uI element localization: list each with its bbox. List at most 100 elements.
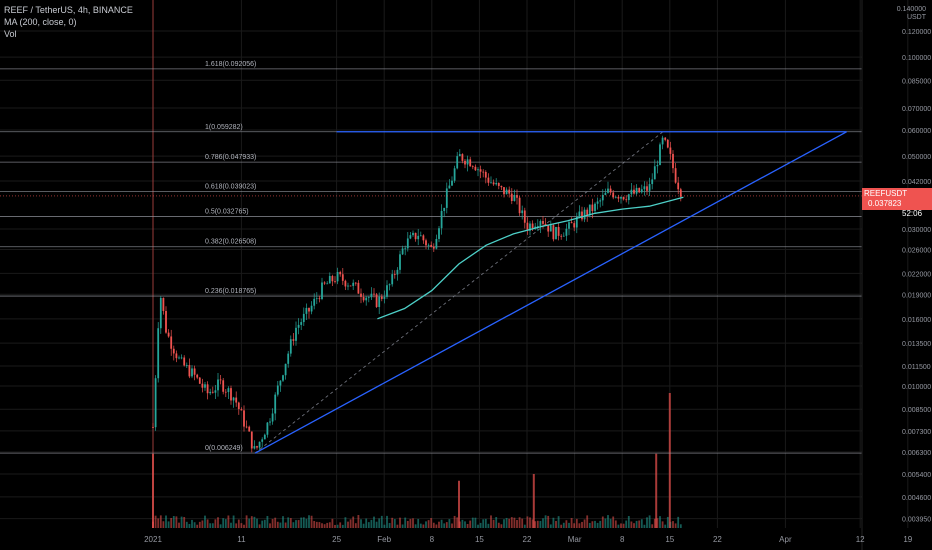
volume-bar bbox=[510, 517, 513, 528]
last-price-tag: REEFUSDT 0.037823 52:06 bbox=[862, 188, 932, 218]
volume-bar bbox=[336, 524, 339, 528]
candle-body bbox=[453, 168, 456, 181]
volume-bar bbox=[256, 518, 258, 528]
candle-body bbox=[443, 207, 446, 212]
candle-body bbox=[414, 232, 417, 240]
fib-level-label: 0.236(0.018765) bbox=[205, 288, 256, 295]
candle-body bbox=[279, 380, 282, 386]
candle-body bbox=[328, 276, 331, 284]
volume-bar bbox=[313, 520, 316, 528]
volume-indicator-label[interactable]: Vol bbox=[4, 29, 17, 39]
volume-bar bbox=[193, 522, 196, 528]
candle-body bbox=[336, 271, 339, 282]
candle-body bbox=[300, 322, 303, 325]
y-tick-label: 0.070000 bbox=[902, 106, 931, 113]
volume-bar bbox=[453, 515, 456, 528]
candle-body bbox=[609, 188, 612, 193]
candle-body bbox=[274, 394, 277, 414]
volume-bar bbox=[656, 518, 659, 528]
volume-bar bbox=[295, 520, 297, 528]
volume-bar bbox=[326, 522, 329, 528]
candle-body bbox=[578, 211, 581, 217]
volume-bar bbox=[214, 519, 217, 528]
candle-body bbox=[245, 426, 248, 428]
volume-bar bbox=[292, 522, 295, 528]
candle-body bbox=[526, 222, 529, 231]
volume-bar bbox=[479, 522, 482, 528]
volume-bar bbox=[414, 524, 417, 528]
volume-spike bbox=[152, 453, 154, 528]
volume-bar bbox=[487, 523, 490, 528]
ma-indicator-label[interactable]: MA (200, close, 0) bbox=[4, 17, 77, 27]
symbol-title[interactable]: REEF / TetherUS, 4h, BINANCE bbox=[4, 5, 133, 15]
volume-bar bbox=[172, 516, 175, 528]
trend-line bbox=[254, 131, 847, 454]
volume-bar bbox=[630, 521, 633, 528]
axis-unit: 0.140000 USDT bbox=[897, 6, 926, 22]
candle-body bbox=[360, 293, 362, 297]
candle-body bbox=[250, 431, 253, 449]
candle-body bbox=[583, 209, 586, 220]
volume-bar bbox=[276, 521, 279, 528]
candle-body bbox=[404, 248, 407, 250]
candle-body bbox=[466, 159, 469, 165]
volume-bar bbox=[367, 522, 370, 528]
volume-bar bbox=[573, 523, 576, 528]
candle-body bbox=[334, 281, 336, 283]
candle-body bbox=[191, 368, 193, 377]
candle-body bbox=[451, 180, 453, 186]
volume-bar bbox=[588, 522, 591, 528]
volume-bar bbox=[521, 518, 524, 528]
volume-bar bbox=[464, 521, 466, 528]
volume-bar bbox=[523, 524, 526, 528]
candle-body bbox=[295, 327, 297, 341]
y-tick-label: 0.016000 bbox=[902, 317, 931, 324]
volume-bar bbox=[547, 515, 550, 528]
y-tick-label: 0.011500 bbox=[902, 364, 931, 371]
x-tick-label: 15 bbox=[475, 535, 484, 544]
candle-body bbox=[352, 282, 355, 286]
candle-body bbox=[656, 164, 659, 167]
volume-bar bbox=[456, 517, 459, 528]
candle-body bbox=[266, 422, 269, 435]
volume-bar bbox=[578, 523, 581, 528]
candle-body bbox=[570, 222, 573, 224]
candle-body bbox=[224, 391, 227, 393]
volume-bar bbox=[230, 522, 232, 528]
volume-bar bbox=[448, 519, 451, 528]
volume-bar bbox=[679, 524, 682, 528]
candle-body bbox=[487, 177, 490, 183]
chart-legend: REEF / TetherUS, 4h, BINANCE MA (200, cl… bbox=[4, 4, 133, 40]
price-tag-value: 0.037823 bbox=[868, 199, 902, 208]
volume-bar bbox=[557, 516, 560, 528]
time-axis[interactable]: 2021 11 25 Feb 8 15 22 Mar 8 15 22 Apr 12 19 bbox=[144, 535, 913, 544]
volume-bar bbox=[469, 520, 472, 528]
candle-body bbox=[586, 209, 589, 216]
volume-bar bbox=[224, 519, 227, 528]
volume-bar bbox=[222, 518, 225, 528]
fib-level-label: 1.618(0.092056) bbox=[205, 61, 256, 68]
x-tick-label: 19 bbox=[903, 535, 912, 544]
axis-unit-label: USDT bbox=[906, 14, 926, 21]
candle-body bbox=[648, 184, 651, 191]
volume-bar bbox=[586, 515, 589, 528]
candle-body bbox=[456, 156, 459, 169]
fib-retracement[interactable]: 1.618(0.092056) 1(0.059282) 0.786(0.047933… bbox=[0, 61, 862, 454]
volume-bar bbox=[568, 522, 570, 528]
price-axis[interactable]: 0.120000 0.100000 0.085000 0.070000 0.060000… bbox=[861, 0, 931, 550]
fib-level-label: 1(0.059282) bbox=[205, 124, 243, 131]
candle-body bbox=[235, 397, 238, 403]
volume-bar bbox=[560, 524, 563, 528]
volume-bar bbox=[401, 524, 404, 528]
volume-bar bbox=[497, 522, 500, 528]
volume-bar bbox=[240, 523, 243, 528]
candle-body bbox=[367, 297, 370, 299]
candle-body bbox=[211, 391, 214, 393]
trend-lines[interactable] bbox=[254, 131, 847, 454]
volume-bar bbox=[438, 521, 440, 528]
x-tick-label: Feb bbox=[377, 535, 391, 544]
candle-body bbox=[159, 297, 162, 329]
y-tick-label: 0.005400 bbox=[902, 472, 931, 479]
candle-body bbox=[581, 211, 583, 220]
